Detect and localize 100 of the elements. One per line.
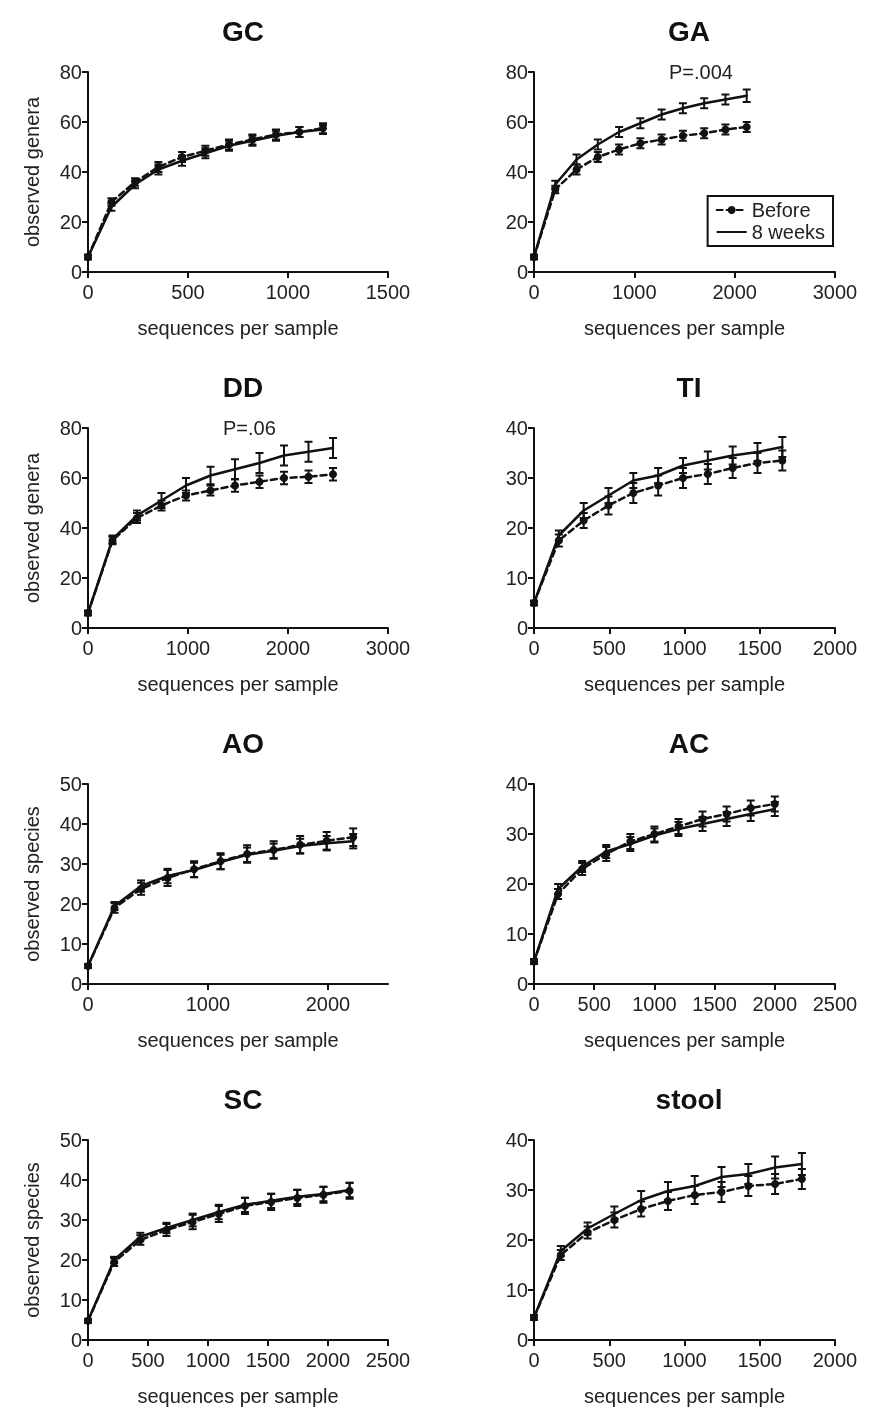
y-tick-label: 0 [516,1329,528,1351]
x-tick-label: 1000 [662,1349,707,1371]
x-tick-label: 1000 [662,637,707,659]
y-tick-label: 0 [70,261,82,283]
chart-title: GC [222,15,264,47]
x-tick-label: 1000 [185,1349,231,1371]
y-tick-label: 0 [70,617,82,639]
y-tick-label: 50 [59,773,82,795]
point [216,857,225,866]
x-tick-label: 2000 [752,993,798,1015]
x-tick-label: 2500 [365,1349,411,1371]
y-axis-title: observed genera [21,452,43,604]
x-axis-title: sequences per sample [137,673,339,695]
y-tick-label: 60 [59,111,82,133]
y-tick-label: 30 [505,1179,528,1201]
y-tick-label: 80 [59,61,82,83]
x-tick-label: 1500 [365,281,411,303]
y-tick-label: 10 [59,933,82,955]
x-tick-label: 2000 [812,637,858,659]
y-tick-label: 10 [505,1279,528,1301]
y-tick-label: 40 [505,417,528,439]
y-tick-label: 40 [505,773,528,795]
x-axis-title: sequences per sample [583,1385,786,1407]
x-tick-label: 500 [171,281,205,303]
y-tick-label: 30 [59,1209,82,1231]
y-tick-label: 40 [59,1169,82,1191]
y-tick-label: 20 [59,211,82,233]
point [243,850,252,858]
x-tick-label: 500 [577,993,611,1015]
y-tick-label: 20 [59,567,82,589]
chart-title: AO [222,727,264,759]
x-tick-label: 1500 [737,1349,782,1371]
x-tick-label: 1000 [265,281,311,303]
y-tick-label: 0 [516,973,528,995]
point [269,846,278,854]
y-tick-label: 60 [505,111,528,133]
x-tick-label: 3000 [812,281,858,303]
y-tick-label: 0 [70,1329,82,1351]
x-tick-label: 1500 [737,637,782,659]
y-tick-label: 20 [505,517,528,539]
point [280,474,288,482]
y-tick-label: 10 [59,1289,82,1311]
y-tick-label: 40 [59,161,82,183]
x-axis-title: sequences per sample [583,1029,786,1051]
y-tick-label: 80 [59,417,82,439]
x-tick-label: 1000 [612,281,657,303]
y-tick-label: 40 [59,517,82,539]
legend-label: Before [751,199,811,221]
x-tick-label: 1000 [185,993,231,1015]
point [190,865,199,874]
x-axis-title: sequences per sample [137,1385,339,1407]
x-tick-label: 1500 [692,993,737,1015]
y-tick-label: 30 [59,853,82,875]
annotation: P=.004 [669,61,733,83]
y-tick-label: 20 [59,1249,82,1271]
x-tick-label: 1000 [632,993,677,1015]
y-tick-label: 0 [516,617,528,639]
chart-title: AC [668,727,710,759]
x-tick-label: 2000 [305,993,351,1015]
chart-title: TI [676,371,702,403]
point [345,1186,354,1195]
chart-title: stool [655,1083,723,1115]
y-tick-label: 80 [505,61,528,83]
x-tick-label: 3000 [365,637,411,659]
y-tick-label: 10 [505,567,528,589]
y-axis-title: observed species [21,1162,43,1318]
y-tick-label: 20 [505,873,528,895]
y-tick-label: 10 [505,923,528,945]
x-tick-label: 2000 [812,1349,858,1371]
x-axis-title: sequences per sample [583,673,786,695]
x-tick-label: 2000 [305,1349,351,1371]
x-tick-label: 1000 [165,637,211,659]
x-tick-label: 1500 [245,1349,291,1371]
x-tick-label: 2000 [265,637,311,659]
y-axis-title: observed species [21,806,43,962]
x-tick-label: 500 [592,1349,626,1371]
y-tick-label: 20 [59,893,82,915]
x-tick-label: 2000 [712,281,757,303]
point [690,1191,699,1199]
y-tick-label: 40 [505,161,528,183]
y-tick-label: 60 [59,467,82,489]
point [319,1190,328,1199]
y-axis-title: observed genera [21,96,43,248]
y-tick-label: 0 [70,973,82,995]
x-tick-label: 500 [592,637,626,659]
y-tick-label: 30 [505,823,528,845]
y-tick-label: 40 [59,813,82,835]
chart-title: GA [668,15,710,47]
x-axis-title: sequences per sample [583,317,786,339]
y-tick-label: 0 [516,261,528,283]
chart-title: SC [223,1083,263,1115]
x-axis-title: sequences per sample [137,1029,339,1051]
y-tick-label: 40 [505,1129,528,1151]
y-tick-label: 20 [505,211,528,233]
y-tick-label: 20 [505,1229,528,1251]
x-axis-title: sequences per sample [137,317,339,339]
x-tick-label: 500 [131,1349,165,1371]
y-tick-label: 30 [505,467,528,489]
x-tick-label: 2500 [812,993,858,1015]
chart-title: DD [222,371,264,403]
